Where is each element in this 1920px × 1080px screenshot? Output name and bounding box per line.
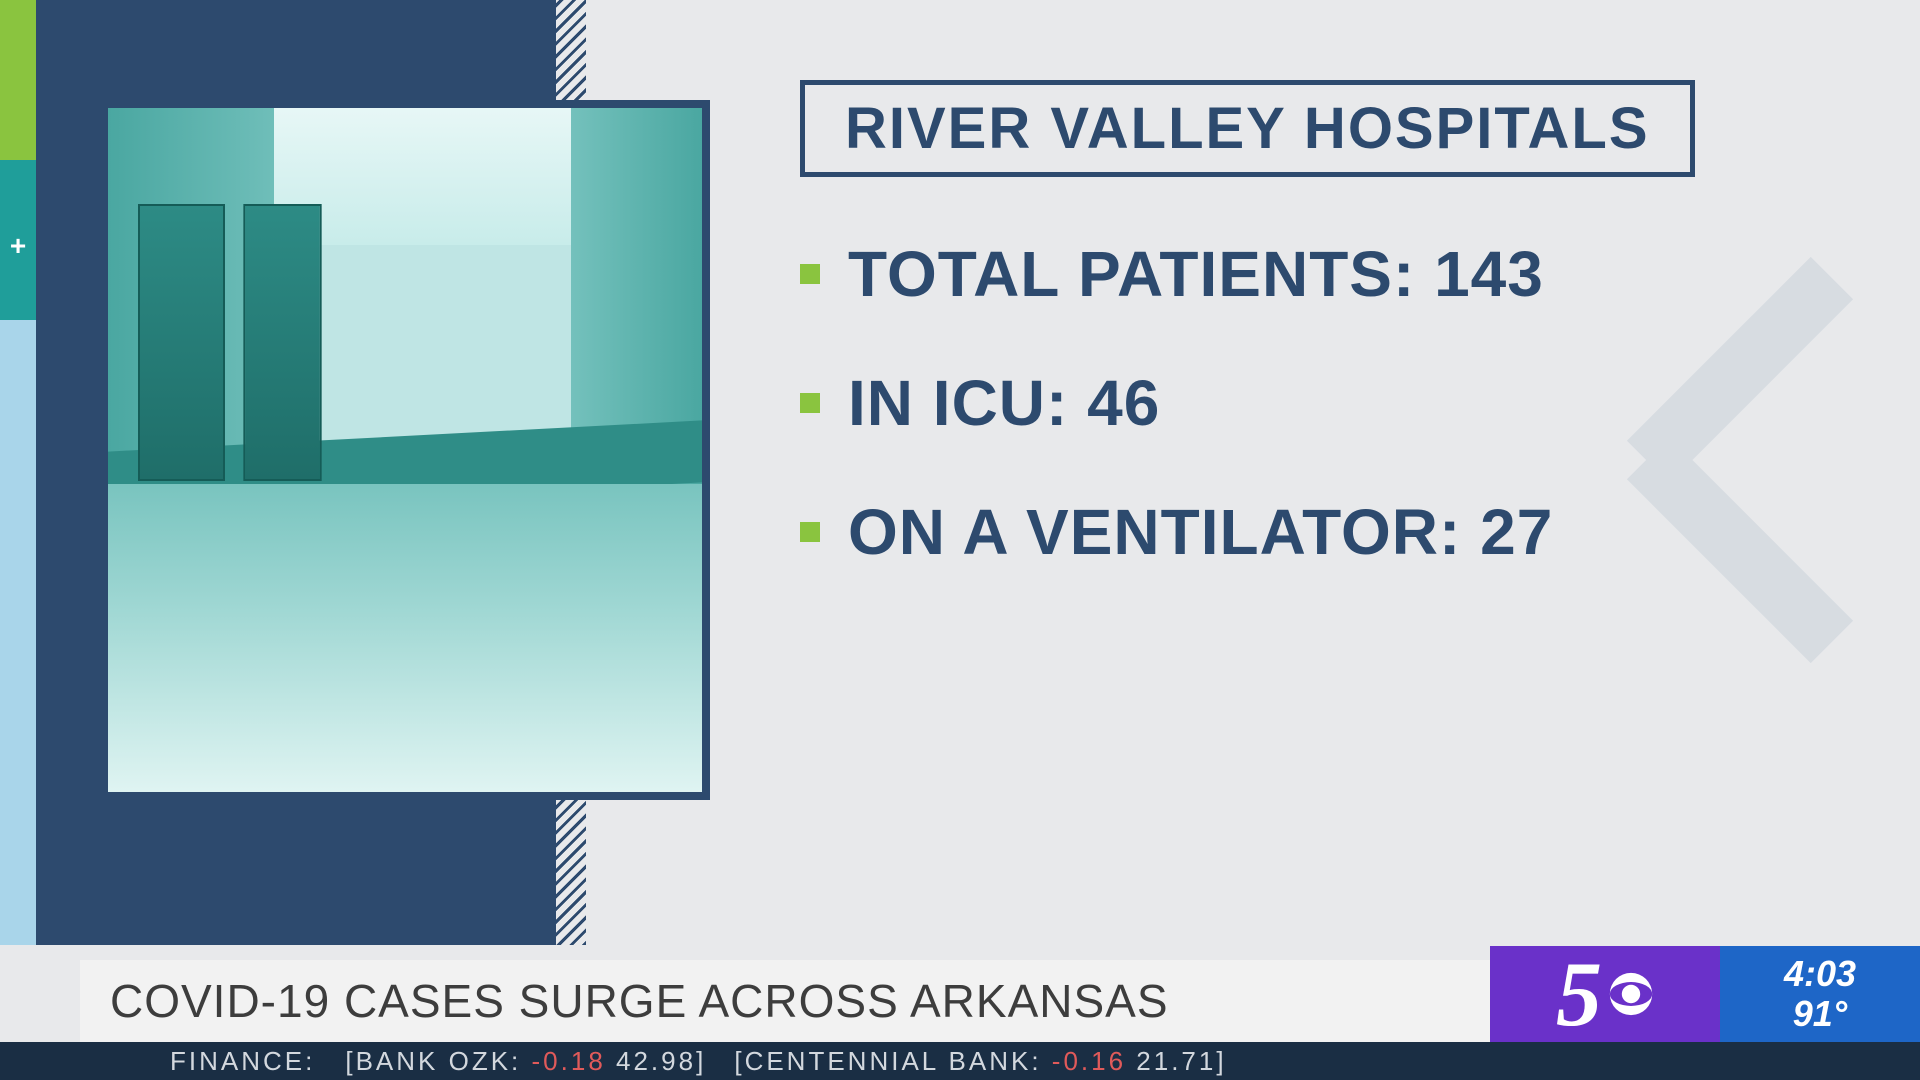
station-logo-block: 5 (1490, 946, 1720, 1042)
ticker-change-negative: -0.18 (532, 1046, 606, 1076)
rail-segment-green (0, 0, 36, 160)
rail-segment-sky (0, 320, 36, 945)
panel-title-box: RIVER VALLEY HOSPITALS (800, 80, 1695, 177)
ticker-item: [CENTENNIAL BANK: -0.16 21.71] (734, 1046, 1226, 1077)
ticker-change-negative: -0.16 (1052, 1046, 1126, 1076)
stat-label: IN ICU: 46 (848, 366, 1160, 440)
left-color-rail: + (0, 0, 36, 945)
stat-list: TOTAL PATIENTS: 143 IN ICU: 46 ON A VENT… (800, 237, 1860, 569)
channel-number: 5 (1556, 948, 1602, 1040)
stat-item-total-patients: TOTAL PATIENTS: 143 (800, 237, 1860, 311)
broadcast-graphic-stage: + RIVER VALLEY HOSPITALS TOTAL PATIENTS: (0, 0, 1920, 1080)
panel-title: RIVER VALLEY HOSPITALS (845, 96, 1650, 161)
station-logo: 5 (1556, 948, 1654, 1040)
clock-time: 4:03 (1784, 954, 1856, 994)
stat-item-on-ventilator: ON A VENTILATOR: 27 (800, 495, 1860, 569)
bullet-icon (800, 264, 820, 284)
stat-item-in-icu: IN ICU: 46 (800, 366, 1860, 440)
lower-third-bar: COVID-19 CASES SURGE ACROSS ARKANSAS 5 4… (80, 960, 1920, 1042)
stats-panel: RIVER VALLEY HOSPITALS TOTAL PATIENTS: 1… (740, 80, 1860, 624)
network-eye-icon (1608, 971, 1654, 1017)
stat-label: ON A VENTILATOR: 27 (848, 495, 1553, 569)
hospital-hallway-image (108, 108, 702, 792)
bullet-icon (800, 393, 820, 413)
ticker-section-label: FINANCE: (170, 1046, 315, 1077)
hospital-photo-frame (100, 100, 710, 800)
temperature: 91° (1793, 994, 1847, 1034)
plus-icon: + (8, 236, 28, 256)
finance-ticker: FINANCE: [BANK OZK: -0.18 42.98] [CENTEN… (0, 1042, 1920, 1080)
bullet-icon (800, 522, 820, 542)
ticker-item: [BANK OZK: -0.18 42.98] (345, 1046, 706, 1077)
time-temp-block: 4:03 91° (1720, 946, 1920, 1042)
stat-label: TOTAL PATIENTS: 143 (848, 237, 1544, 311)
